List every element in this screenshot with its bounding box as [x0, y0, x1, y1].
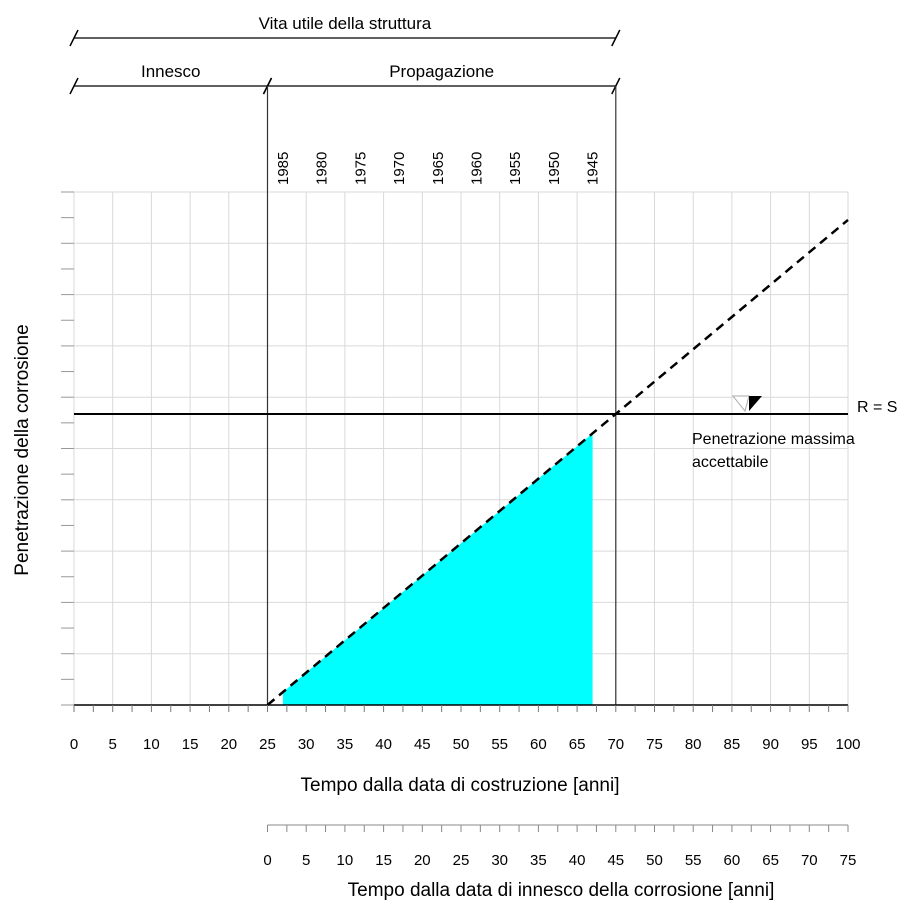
year-label: 1945 — [585, 152, 602, 185]
secondary-x-tick-label: 40 — [569, 852, 586, 869]
year-label: 1955 — [507, 152, 524, 185]
secondary-x-tick-label: 35 — [530, 852, 547, 869]
axes: 0 5 10 15 20 25 30 35 40 45 50 55 60 65 70 75 80 85 90 95 10… — [61, 191, 861, 869]
x-tick-label: 90 — [762, 736, 779, 753]
secondary-x-tick-label: 50 — [646, 852, 663, 869]
x-tick-label: 95 — [801, 736, 818, 753]
secondary-x-tick-label: 5 — [302, 852, 310, 869]
x-tick-label: 100 — [835, 736, 860, 753]
bracket-slash — [69, 29, 79, 47]
year-label: 1975 — [352, 152, 369, 185]
y-axis-title: Penetrazione della corrosione — [12, 324, 33, 575]
threshold-note-line2: accettabile — [692, 454, 769, 471]
x-tick-label: 55 — [491, 736, 508, 753]
year-label: 1985 — [275, 152, 292, 185]
x-tick-label: 45 — [414, 736, 431, 753]
x-tick-label: 30 — [298, 736, 315, 753]
x-tick-label: 0 — [70, 736, 78, 753]
secondary-x-axis-title: Tempo dalla data di innesco della corros… — [348, 880, 775, 901]
secondary-x-tick-label: 30 — [491, 852, 508, 869]
x-tick-label: 70 — [607, 736, 624, 753]
shaded-area — [282, 433, 593, 705]
bracket-slash — [611, 29, 621, 47]
secondary-x-tick-label: 0 — [263, 852, 271, 869]
x-tick-label: 10 — [143, 736, 160, 753]
x-tick-label: 5 — [109, 736, 117, 753]
x-tick-label: 40 — [375, 736, 392, 753]
secondary-x-tick-label: 20 — [414, 852, 431, 869]
secondary-x-tick-label: 65 — [762, 852, 779, 869]
x-tick-label: 50 — [453, 736, 470, 753]
lines — [74, 86, 849, 706]
secondary-x-tick-label: 15 — [375, 852, 392, 869]
x-tick-label: 35 — [337, 736, 354, 753]
secondary-x-tick-label: 60 — [724, 852, 741, 869]
x-tick-label: 25 — [259, 736, 276, 753]
x-tick-label: 15 — [182, 736, 199, 753]
year-labels: 1985 1980 1975 1970 1965 1960 1955 1950 1945 — [275, 152, 602, 185]
x-tick-label: 60 — [530, 736, 547, 753]
secondary-x-tick-label: 70 — [801, 852, 818, 869]
bracket-label: Innesco — [141, 62, 201, 81]
water-level-icon-outline — [731, 395, 750, 413]
threshold-label: R = S — [857, 399, 897, 416]
water-level-icon — [749, 396, 762, 411]
threshold-note-line1: Penetrazione massima — [692, 431, 855, 448]
bracket-label: Propagazione — [389, 62, 494, 81]
x-tick-label: 65 — [569, 736, 586, 753]
secondary-x-tick-label: 45 — [607, 852, 624, 869]
secondary-x-tick-label: 25 — [453, 852, 470, 869]
year-label: 1960 — [468, 152, 485, 185]
x-tick-label: 80 — [685, 736, 702, 753]
corrosion-line — [266, 218, 849, 706]
shaded-area-layer — [282, 433, 593, 705]
year-label: 1970 — [391, 152, 408, 185]
x-tick-label: 75 — [646, 736, 663, 753]
brackets: Vita utile della struttura Innesco Propaga… — [69, 14, 621, 95]
secondary-x-tick-label: 55 — [685, 852, 702, 869]
secondary-x-tick-label: 10 — [337, 852, 354, 869]
x-axis-title: Tempo dalla data di costruzione [anni] — [301, 775, 620, 796]
bracket-label: Vita utile della struttura — [259, 14, 432, 33]
x-tick-label: 85 — [724, 736, 741, 753]
year-label: 1950 — [546, 152, 563, 185]
year-label: 1980 — [314, 152, 331, 185]
secondary-x-tick-label: 75 — [840, 852, 857, 869]
bracket-slash — [69, 77, 79, 95]
x-tick-label: 20 — [220, 736, 237, 753]
year-label: 1965 — [430, 152, 447, 185]
